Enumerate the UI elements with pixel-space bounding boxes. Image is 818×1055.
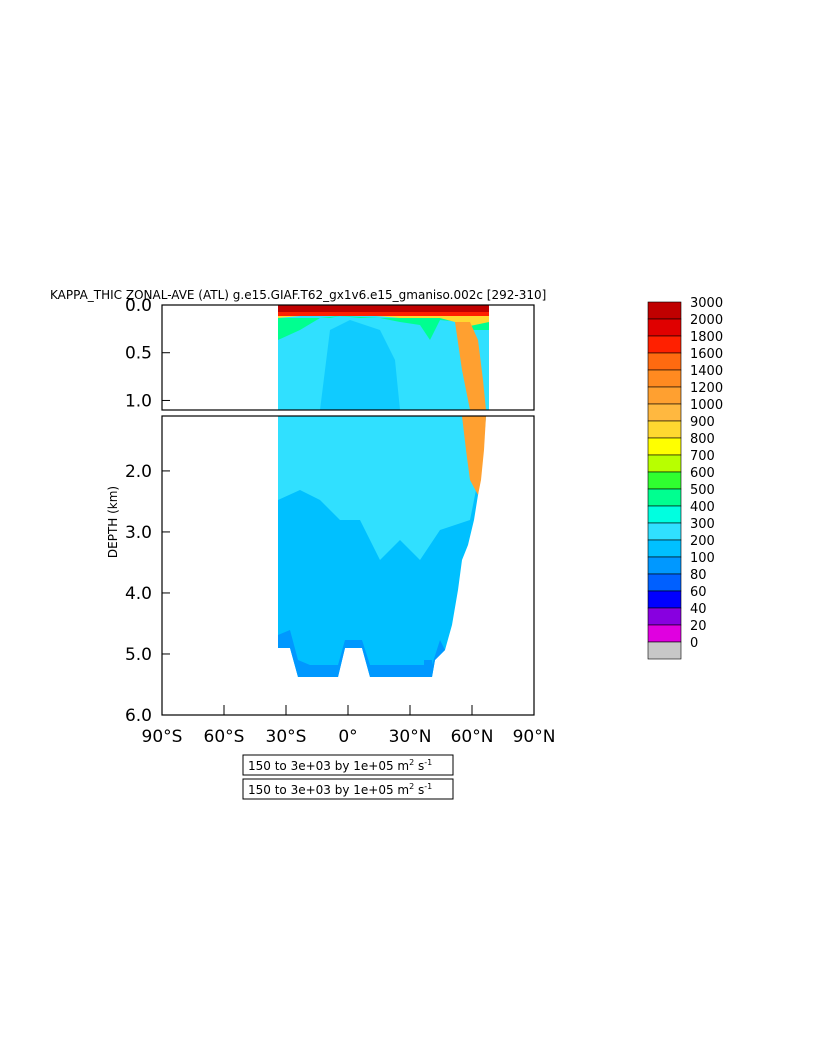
colorbar: 3000200018001600140012001000900800700600…: [647, 296, 723, 660]
colorbar-label: 100: [690, 551, 715, 566]
legend-box-text: 150 to 3e+03 by 1e+05 m2 s-1: [248, 758, 432, 773]
x-tick-label: 30°S: [266, 727, 307, 747]
colorbar-swatch: [647, 522, 682, 541]
colorbar-label: 800: [690, 432, 715, 447]
lower-panel-field: [278, 416, 486, 677]
colorbar-label: 40: [690, 602, 707, 617]
colorbar-swatch: [647, 369, 682, 388]
colorbar-label: 80: [690, 568, 707, 583]
x-tick-label: 60°N: [451, 727, 494, 747]
y-tick-label: 0.0: [125, 296, 152, 316]
y-tick-label: 5.0: [125, 645, 152, 665]
colorbar-swatch: [647, 641, 682, 660]
colorbar-label: 1600: [690, 347, 723, 362]
colorbar-label: 400: [690, 500, 715, 515]
upper-surface-red: [278, 305, 489, 312]
x-tick-label: 90°N: [513, 727, 556, 747]
colorbar-swatch: [647, 471, 682, 490]
upper-panel-field: [278, 305, 489, 410]
colorbar-swatch: [647, 335, 682, 354]
colorbar-swatch: [647, 437, 682, 456]
colorbar-swatch: [647, 505, 682, 524]
contour-legend-boxes: 150 to 3e+03 by 1e+05 m2 s-1 150 to 3e+03…: [242, 754, 454, 800]
legend-box-text: 150 to 3e+03 by 1e+05 m2 s-1: [248, 782, 432, 797]
upper-panel-frame: [161, 304, 535, 411]
y-tick-label: 4.0: [125, 584, 152, 604]
y-tick-label: 1.0: [125, 391, 152, 411]
colorbar-label: 1400: [690, 364, 723, 379]
colorbar-swatch: [647, 352, 682, 371]
colorbar-label: 700: [690, 449, 715, 464]
y-tick-label: 0.5: [125, 344, 152, 364]
colorbar-swatch: [647, 403, 682, 422]
y-tick-label: 3.0: [125, 523, 152, 543]
chart-title: KAPPA_THIC ZONAL-AVE (ATL) g.e15.GIAF.T6…: [50, 288, 546, 302]
colorbar-label: 500: [690, 483, 715, 498]
upper-orange-boundary: [455, 322, 486, 410]
colorbar-label: 300: [690, 517, 715, 532]
colorbar-label: 900: [690, 415, 715, 430]
colorbar-swatch: [647, 386, 682, 405]
colorbar-swatch: [647, 590, 682, 609]
colorbar-label: 600: [690, 466, 715, 481]
lower-deep-blue-patch: [424, 660, 432, 677]
legend-box: [242, 778, 454, 800]
colorbar-swatch: [647, 556, 682, 575]
colorbar-swatch: [647, 607, 682, 626]
colorbar-label: 0: [690, 636, 698, 651]
colorbar-swatch: [647, 420, 682, 439]
colorbar-swatch: [647, 318, 682, 337]
colorbar-swatch: [647, 301, 682, 320]
colorbar-swatch: [647, 573, 682, 592]
lower-orange-boundary: [462, 416, 486, 495]
x-tick-label: 30°N: [389, 727, 432, 747]
y-tick-label: 2.0: [125, 462, 152, 482]
colorbar-swatch: [647, 488, 682, 507]
x-tick-label: 90°S: [142, 727, 183, 747]
upper-green-band: [278, 316, 489, 340]
y-axis-label: DEPTH (km): [106, 486, 120, 558]
colorbar-label: 20: [690, 619, 707, 634]
y-tick-label: 6.0: [125, 706, 152, 726]
upper-surface-orange: [278, 312, 489, 316]
lower-cyan-field: [278, 416, 486, 560]
colorbar-label: 3000: [690, 296, 723, 311]
legend-box: [242, 754, 454, 776]
lower-deep-blue: [278, 630, 445, 677]
x-tick-label: 60°S: [204, 727, 245, 747]
colorbar-label: 1000: [690, 398, 723, 413]
axes-group: 90°S 60°S 30°S 0° 30°N 60°N 90°N 0.0 0.5 1.0 2.0 3.…: [125, 296, 555, 747]
colorbar-swatch: [647, 454, 682, 473]
colorbar-label: 60: [690, 585, 707, 600]
x-tick-label: 0°: [338, 727, 357, 747]
upper-blue-core: [320, 320, 400, 410]
colorbar-label: 1800: [690, 330, 723, 345]
colorbar-label: 2000: [690, 313, 723, 328]
colorbar-swatch: [647, 539, 682, 558]
colorbar-label: 1200: [690, 381, 723, 396]
colorbar-swatch: [647, 624, 682, 643]
colorbar-label: 200: [690, 534, 715, 549]
